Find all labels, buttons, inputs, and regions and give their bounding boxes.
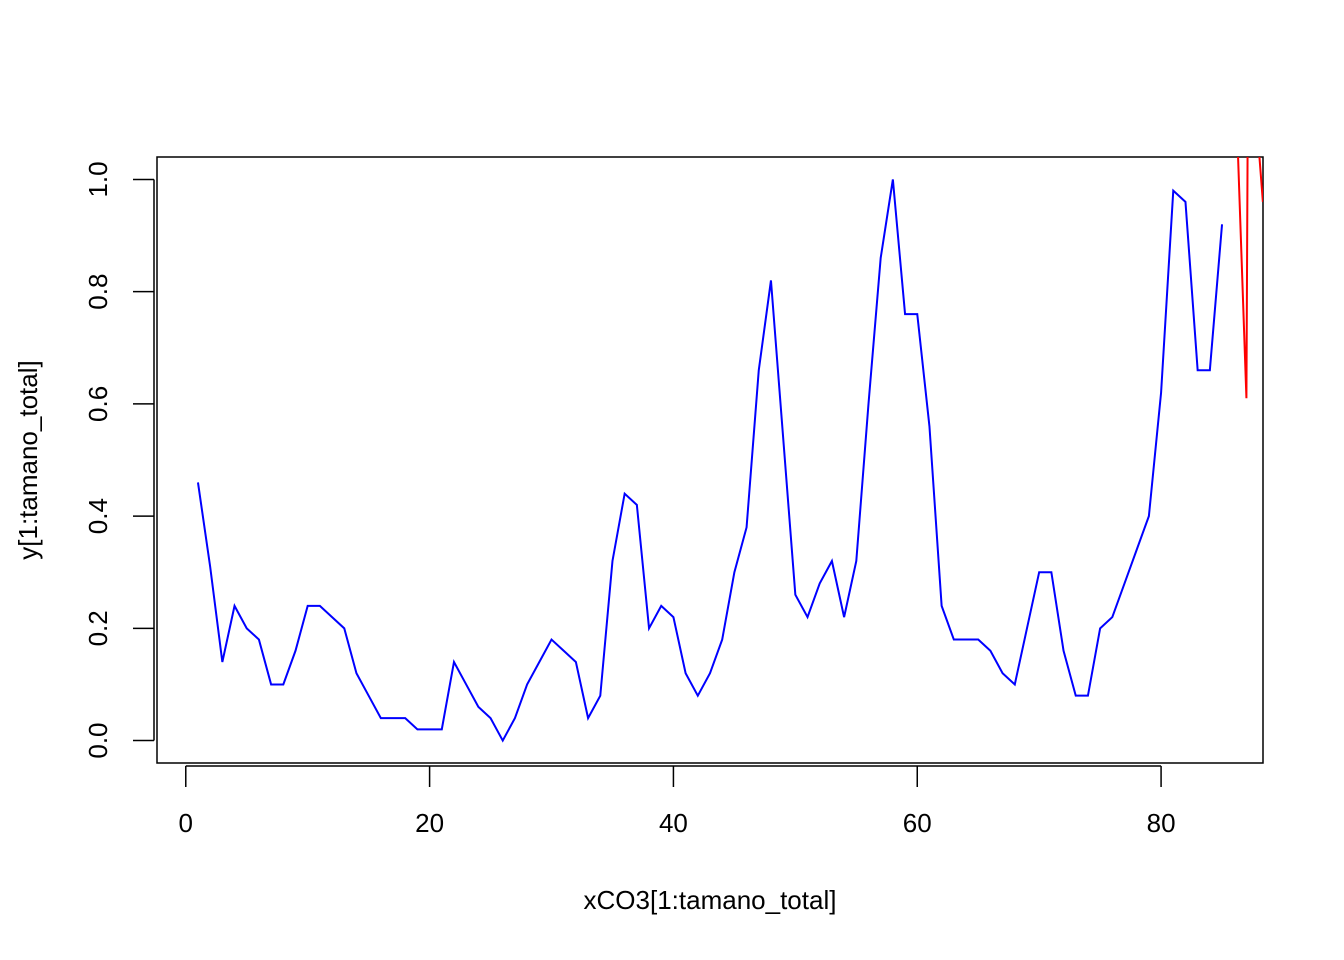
y-tick-label: 0.4 bbox=[83, 498, 113, 534]
x-tick-label: 20 bbox=[415, 808, 444, 838]
x-tick-label: 60 bbox=[903, 808, 932, 838]
plot-area bbox=[196, 157, 1263, 743]
x-tick-label: 0 bbox=[179, 808, 193, 838]
y-tick-label: 1.0 bbox=[83, 161, 113, 197]
y-axis-label: y[1:tamano_total] bbox=[13, 360, 43, 559]
y-tick-label: 0.8 bbox=[83, 274, 113, 310]
y-tick-label: 0.2 bbox=[83, 610, 113, 646]
y-tick-label: 0.6 bbox=[83, 386, 113, 422]
x-tick-label: 40 bbox=[659, 808, 688, 838]
plot-box bbox=[156, 156, 1264, 764]
x-axis-label: xCO3[1:tamano_total] bbox=[584, 885, 837, 915]
x-tick-label: 80 bbox=[1147, 808, 1176, 838]
y-tick-label: 0.0 bbox=[83, 722, 113, 758]
line-series bbox=[1237, 157, 1263, 399]
line-series bbox=[196, 179, 1224, 743]
